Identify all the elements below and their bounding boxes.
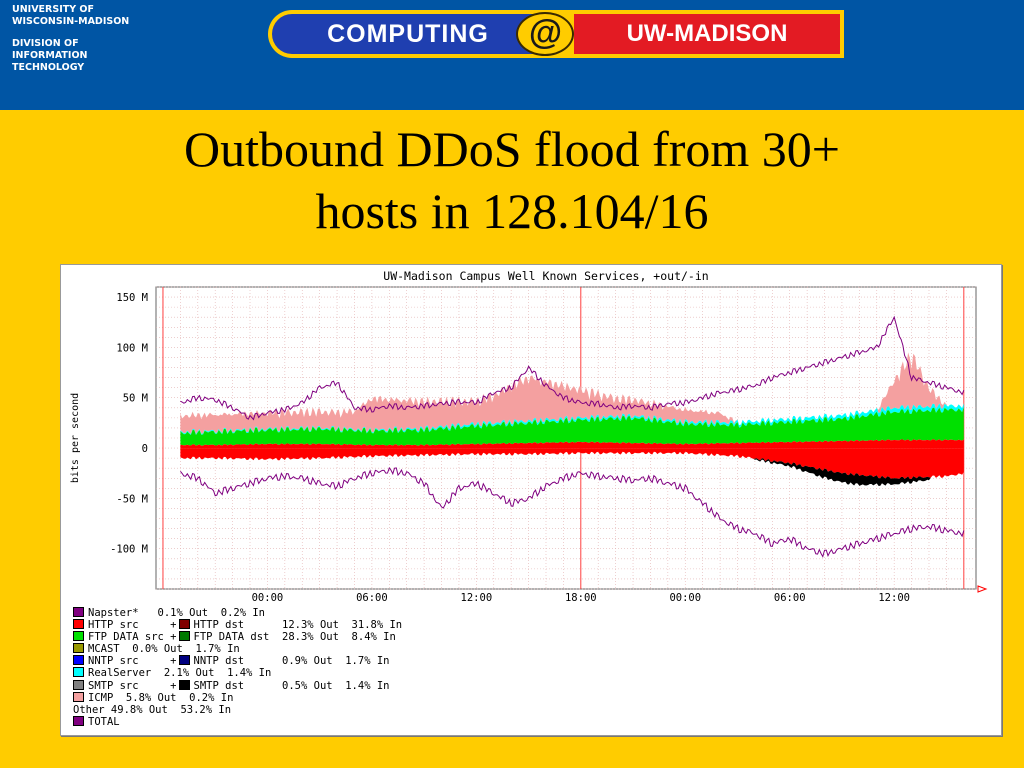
series-http-out-area (180, 439, 964, 449)
traffic-chart: UW-Madison Campus Well Known Services, +… (60, 264, 1002, 736)
chart-title: UW-Madison Campus Well Known Services, +… (383, 269, 708, 283)
series-realserver-area (180, 403, 964, 435)
legend-row: NNTP src + NNTP dst 0.9% Out 1.7% In (73, 655, 402, 667)
y-tick-label: 150 M (116, 292, 148, 304)
slide-title: Outbound DDoS flood from 30+ hosts in 12… (0, 118, 1024, 242)
series-http-in-area (180, 448, 964, 479)
series-smtp-in-area (180, 451, 964, 486)
legend-swatch-2 (178, 679, 190, 690)
legend-text: SMTP src + (88, 679, 177, 692)
legend-text: NNTP src + (88, 655, 177, 668)
legend-row: HTTP src + HTTP dst 12.3% Out 31.8% In (73, 619, 402, 631)
y-axis-label: bits per second (70, 393, 81, 483)
university-logo-text: UNIVERSITY OF WISCONSIN-MADISON DIVISION… (12, 4, 129, 74)
legend-text: FTP DATA src + (88, 631, 177, 644)
legend-text: Napster* 0.1% Out 0.2% In (88, 607, 266, 619)
legend-text: TOTAL (88, 715, 120, 728)
y-tick-label: 50 M (123, 393, 148, 405)
legend-row: RealServer 2.1% Out 1.4% In (73, 667, 402, 679)
banner-left-text: COMPUTING (327, 20, 489, 48)
legend-text-2: FTP DATA dst 28.3% Out 8.4% In (193, 631, 396, 644)
chart-svg: UW-Madison Campus Well Known Services, +… (70, 269, 988, 604)
legend-text: MCAST 0.0% Out 1.7% In (88, 643, 240, 656)
org-line-2: WISCONSIN-MADISON (12, 16, 130, 27)
y-tick-label: 100 M (116, 342, 148, 354)
dept-line-3: TECHNOLOGY (12, 62, 85, 73)
legend-row: MCAST 0.0% Out 1.7% In (73, 643, 402, 655)
org-line-1: UNIVERSITY OF (12, 4, 94, 15)
series-total-in-line (180, 466, 965, 558)
y-tick-label: 0 (142, 443, 148, 455)
legend-row: Napster* 0.1% Out 0.2% In (73, 607, 402, 619)
legend-text: HTTP src + (88, 619, 177, 632)
x-tick-label: 00:00 (669, 592, 701, 604)
legend-text: ICMP 5.8% Out 0.2% In (88, 691, 234, 704)
legend-swatch-2 (178, 631, 190, 642)
legend-swatch (73, 691, 84, 702)
at-sign-icon: @ (516, 12, 574, 56)
title-line-1: Outbound DDoS flood from 30+ (184, 121, 840, 177)
legend-text-2: SMTP dst 0.5% Out 1.4% In (193, 679, 390, 692)
x-tick-label: 12:00 (878, 592, 910, 604)
header-bar: UNIVERSITY OF WISCONSIN-MADISON DIVISION… (0, 0, 1024, 110)
x-tick-label: 06:00 (774, 592, 806, 604)
series-icmp-area (180, 352, 964, 434)
dept-line-1: DIVISION OF (12, 38, 79, 49)
legend-swatch-2 (178, 619, 190, 630)
legend-text-2: HTTP dst 12.3% Out 31.8% In (193, 619, 403, 632)
legend-swatch (73, 655, 84, 666)
legend-swatch (73, 619, 84, 630)
chart-legend: Napster* 0.1% Out 0.2% In HTTP src + HTTP … (73, 607, 402, 728)
title-line-2: hosts in 128.104/16 (315, 183, 709, 239)
legend-swatch (73, 631, 84, 642)
legend-text: RealServer 2.1% Out 1.4% In (88, 667, 272, 680)
legend-swatch (73, 715, 84, 726)
legend-row: ICMP 5.8% Out 0.2% In (73, 691, 402, 704)
x-tick-label: 18:00 (565, 592, 597, 604)
banner-left: COMPUTING (272, 14, 544, 54)
legend-row: Other 49.8% Out 53.2% In (73, 704, 402, 716)
x-tick-label: 12:00 (461, 592, 493, 604)
series-ftp-area (180, 407, 964, 446)
legend-text-2: NNTP dst 0.9% Out 1.7% In (193, 655, 390, 668)
y-tick-label: -50 M (116, 493, 148, 505)
banner-right: UW-MADISON (574, 14, 840, 54)
y-tick-label: -100 M (110, 544, 148, 556)
legend-row: TOTAL (73, 715, 402, 728)
dept-line-2: INFORMATION (12, 50, 88, 61)
computing-banner-logo: COMPUTING UW-MADISON @ (268, 10, 844, 58)
legend-swatch (73, 643, 84, 654)
legend-swatch (73, 667, 84, 678)
x-tick-label: 00:00 (252, 592, 284, 604)
x-tick-label: 06:00 (356, 592, 388, 604)
legend-swatch (73, 607, 84, 617)
banner-right-text: UW-MADISON (626, 20, 788, 47)
legend-swatch (73, 679, 84, 690)
legend-row: FTP DATA src + FTP DATA dst 28.3% Out 8.4… (73, 631, 402, 643)
legend-swatch-2 (178, 655, 190, 666)
legend-row: SMTP src + SMTP dst 0.5% Out 1.4% In (73, 679, 402, 692)
legend-text: Other 49.8% Out 53.2% In (73, 703, 232, 716)
series-total-out-line (180, 315, 965, 421)
axis-arrow-icon (977, 585, 988, 593)
